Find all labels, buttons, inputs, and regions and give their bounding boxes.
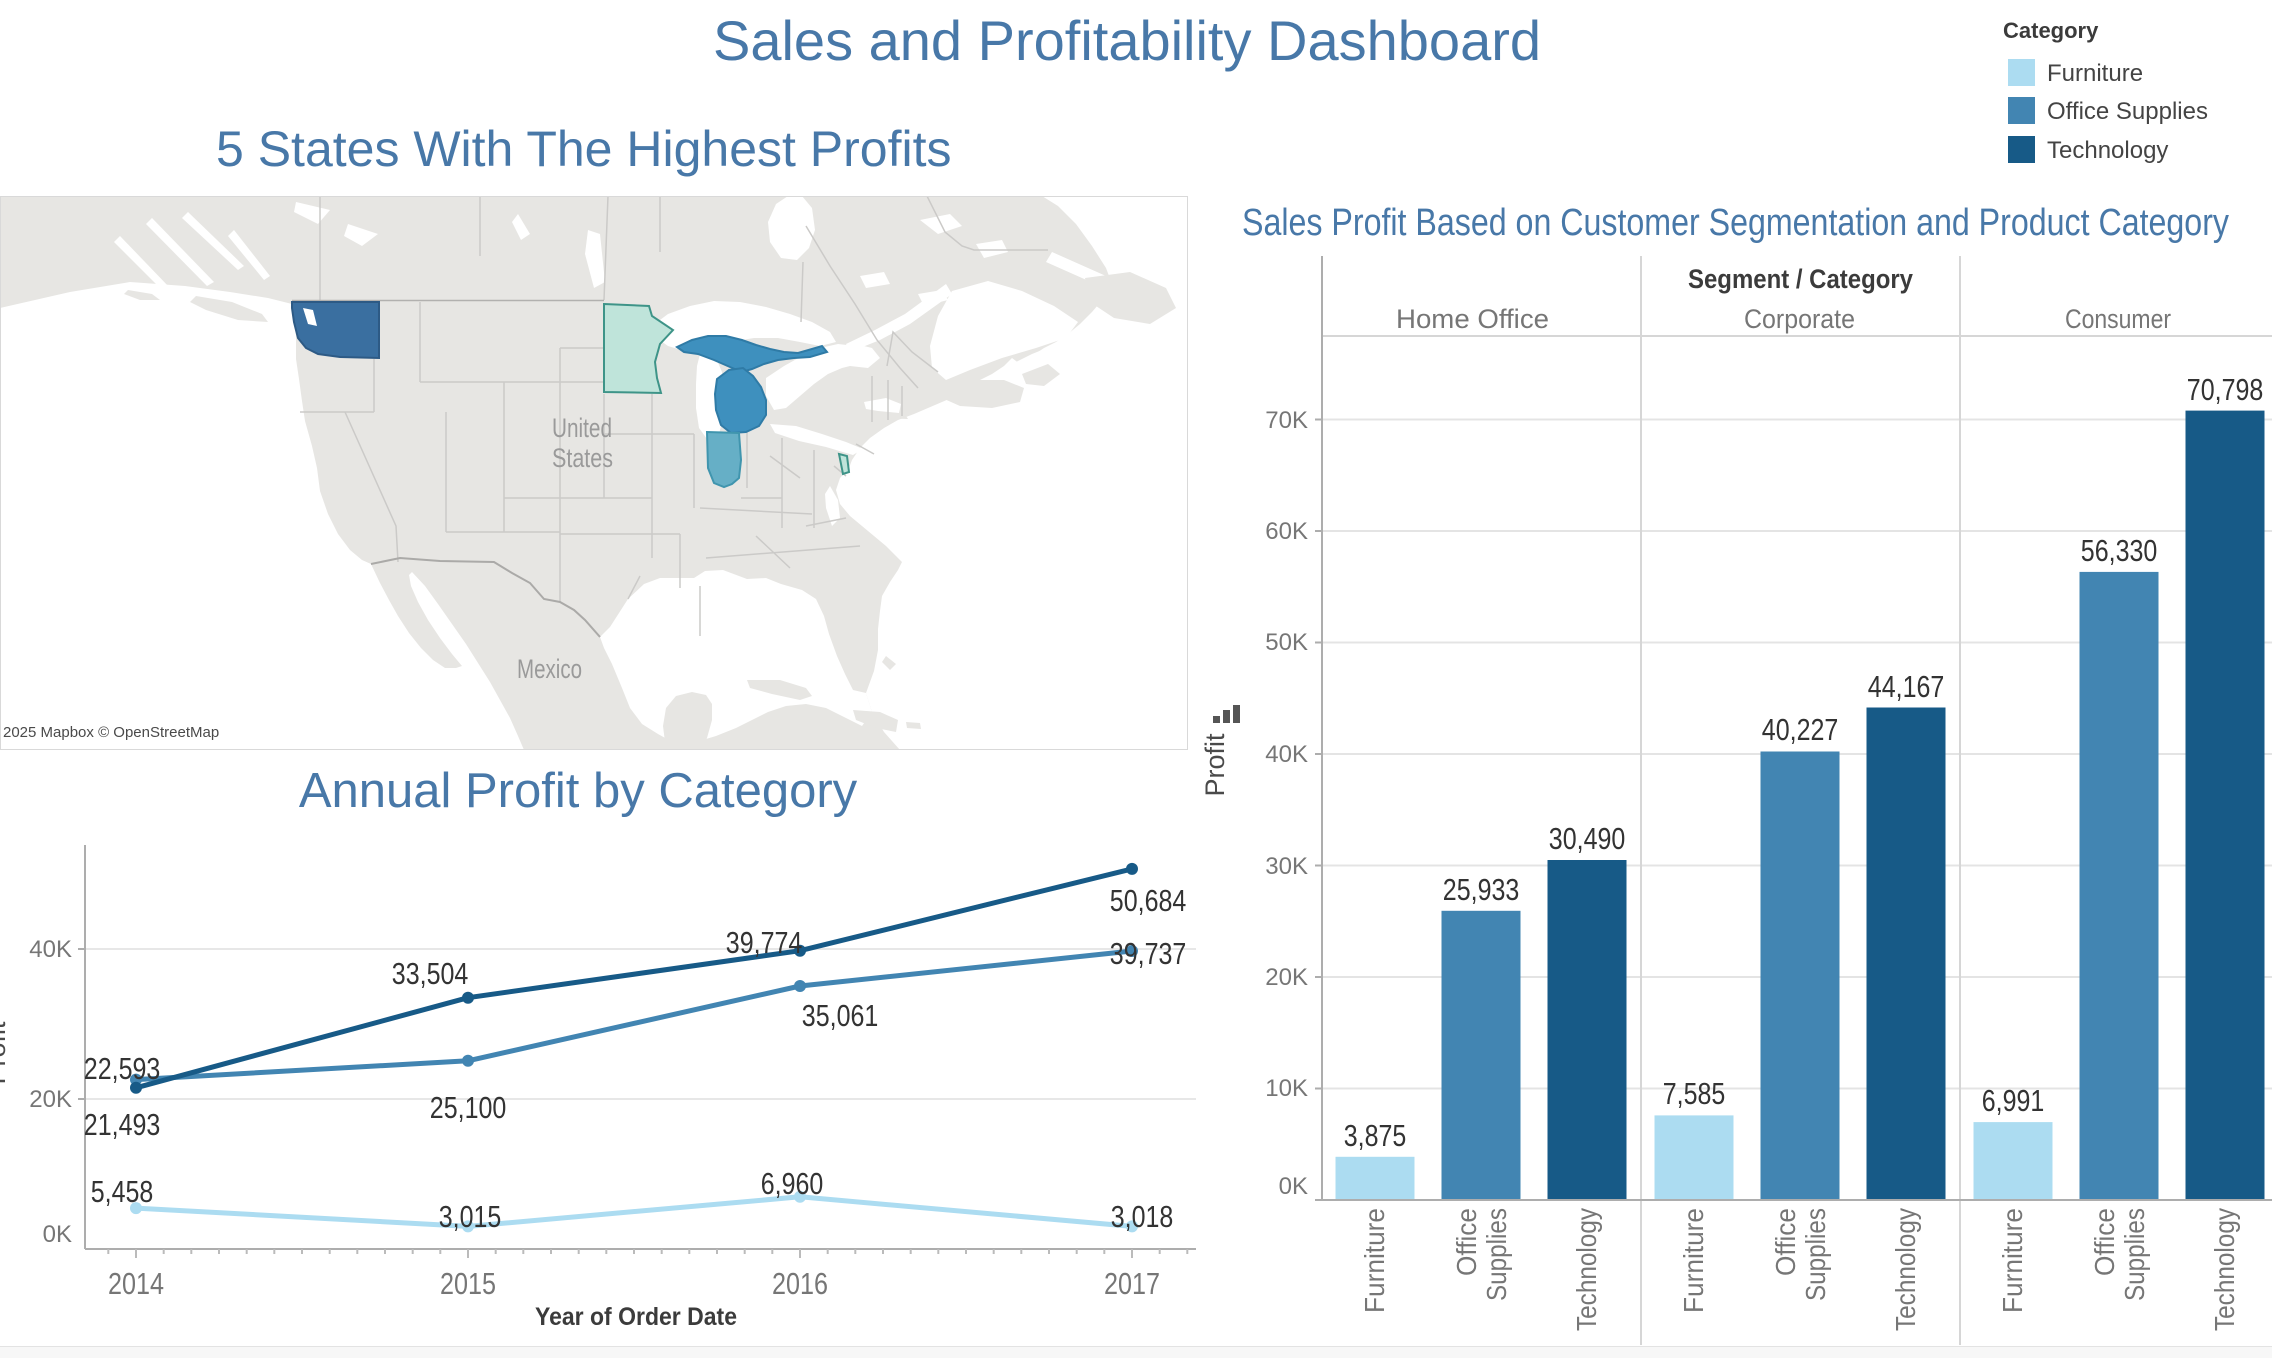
svg-text:21,493: 21,493 bbox=[84, 1107, 161, 1142]
svg-text:Office: Office bbox=[2089, 1208, 2120, 1276]
svg-text:3,015: 3,015 bbox=[439, 1199, 502, 1234]
svg-text:Technology: Technology bbox=[1890, 1208, 1921, 1331]
svg-text:50,684: 50,684 bbox=[1110, 883, 1187, 918]
svg-text:Technology: Technology bbox=[2209, 1208, 2240, 1331]
svg-text:Supplies: Supplies bbox=[1481, 1208, 1512, 1301]
svg-text:United: United bbox=[552, 413, 612, 443]
svg-text:10K: 10K bbox=[1265, 1075, 1308, 1102]
svg-text:Segment / Category: Segment / Category bbox=[1688, 264, 1913, 294]
svg-text:Supplies: Supplies bbox=[2119, 1208, 2150, 1301]
svg-text:Technology: Technology bbox=[1571, 1208, 1602, 1331]
svg-text:5,458: 5,458 bbox=[91, 1174, 154, 1209]
svg-text:2016: 2016 bbox=[772, 1266, 828, 1301]
svg-text:40K: 40K bbox=[1265, 741, 1308, 768]
svg-text:Consumer: Consumer bbox=[2065, 304, 2171, 334]
svg-text:33,504: 33,504 bbox=[392, 956, 469, 991]
svg-text:20K: 20K bbox=[29, 1086, 72, 1113]
svg-text:0K: 0K bbox=[43, 1221, 72, 1248]
svg-text:35,061: 35,061 bbox=[802, 998, 879, 1033]
svg-text:40,227: 40,227 bbox=[1762, 712, 1839, 747]
svg-text:2015: 2015 bbox=[440, 1266, 496, 1301]
svg-text:56,330: 56,330 bbox=[2081, 533, 2158, 568]
svg-text:7,585: 7,585 bbox=[1663, 1076, 1726, 1111]
svg-text:Corporate: Corporate bbox=[1744, 304, 1855, 334]
svg-text:Furniture: Furniture bbox=[1359, 1208, 1390, 1313]
svg-text:3,018: 3,018 bbox=[1111, 1199, 1174, 1234]
svg-text:Mexico: Mexico bbox=[517, 654, 582, 684]
svg-text:25,933: 25,933 bbox=[1443, 872, 1520, 907]
svg-text:Home Office: Home Office bbox=[1396, 304, 1549, 334]
svg-text:25,100: 25,100 bbox=[430, 1090, 507, 1125]
svg-text:Profit: Profit bbox=[1200, 733, 1230, 797]
svg-text:30,490: 30,490 bbox=[1549, 821, 1626, 856]
svg-text:22,593: 22,593 bbox=[84, 1051, 161, 1086]
svg-text:6,991: 6,991 bbox=[1982, 1083, 2045, 1118]
svg-text:70K: 70K bbox=[1265, 407, 1308, 434]
svg-text:39,737: 39,737 bbox=[1110, 936, 1187, 971]
svg-text:2017: 2017 bbox=[1104, 1266, 1160, 1301]
svg-text:Furniture: Furniture bbox=[1997, 1208, 2028, 1313]
svg-text:20K: 20K bbox=[1265, 964, 1308, 991]
svg-text:2025 Mapbox © OpenStreetMap: 2025 Mapbox © OpenStreetMap bbox=[3, 724, 219, 741]
svg-text:40K: 40K bbox=[29, 936, 72, 963]
svg-text:Profit: Profit bbox=[0, 1021, 11, 1085]
svg-text:States: States bbox=[552, 443, 613, 473]
svg-text:Sales Profit Based on Customer: Sales Profit Based on Customer Segmentat… bbox=[1242, 202, 2229, 244]
svg-text:3,875: 3,875 bbox=[1344, 1118, 1407, 1153]
svg-text:Office: Office bbox=[1451, 1208, 1482, 1276]
svg-text:30K: 30K bbox=[1265, 853, 1308, 880]
svg-text:2014: 2014 bbox=[108, 1266, 164, 1301]
svg-text:0K: 0K bbox=[1279, 1173, 1308, 1200]
svg-text:Year of Order Date: Year of Order Date bbox=[535, 1303, 737, 1331]
svg-text:50K: 50K bbox=[1265, 629, 1308, 656]
svg-text:70,798: 70,798 bbox=[2187, 372, 2264, 407]
svg-text:Office: Office bbox=[1770, 1208, 1801, 1276]
svg-text:44,167: 44,167 bbox=[1868, 669, 1945, 704]
svg-text:6,960: 6,960 bbox=[761, 1166, 824, 1201]
svg-text:Furniture: Furniture bbox=[1678, 1208, 1709, 1313]
svg-text:60K: 60K bbox=[1265, 518, 1308, 545]
svg-text:Supplies: Supplies bbox=[1800, 1208, 1831, 1301]
svg-text:Annual Profit by Category: Annual Profit by Category bbox=[299, 764, 858, 818]
svg-text:39,774: 39,774 bbox=[726, 925, 803, 960]
